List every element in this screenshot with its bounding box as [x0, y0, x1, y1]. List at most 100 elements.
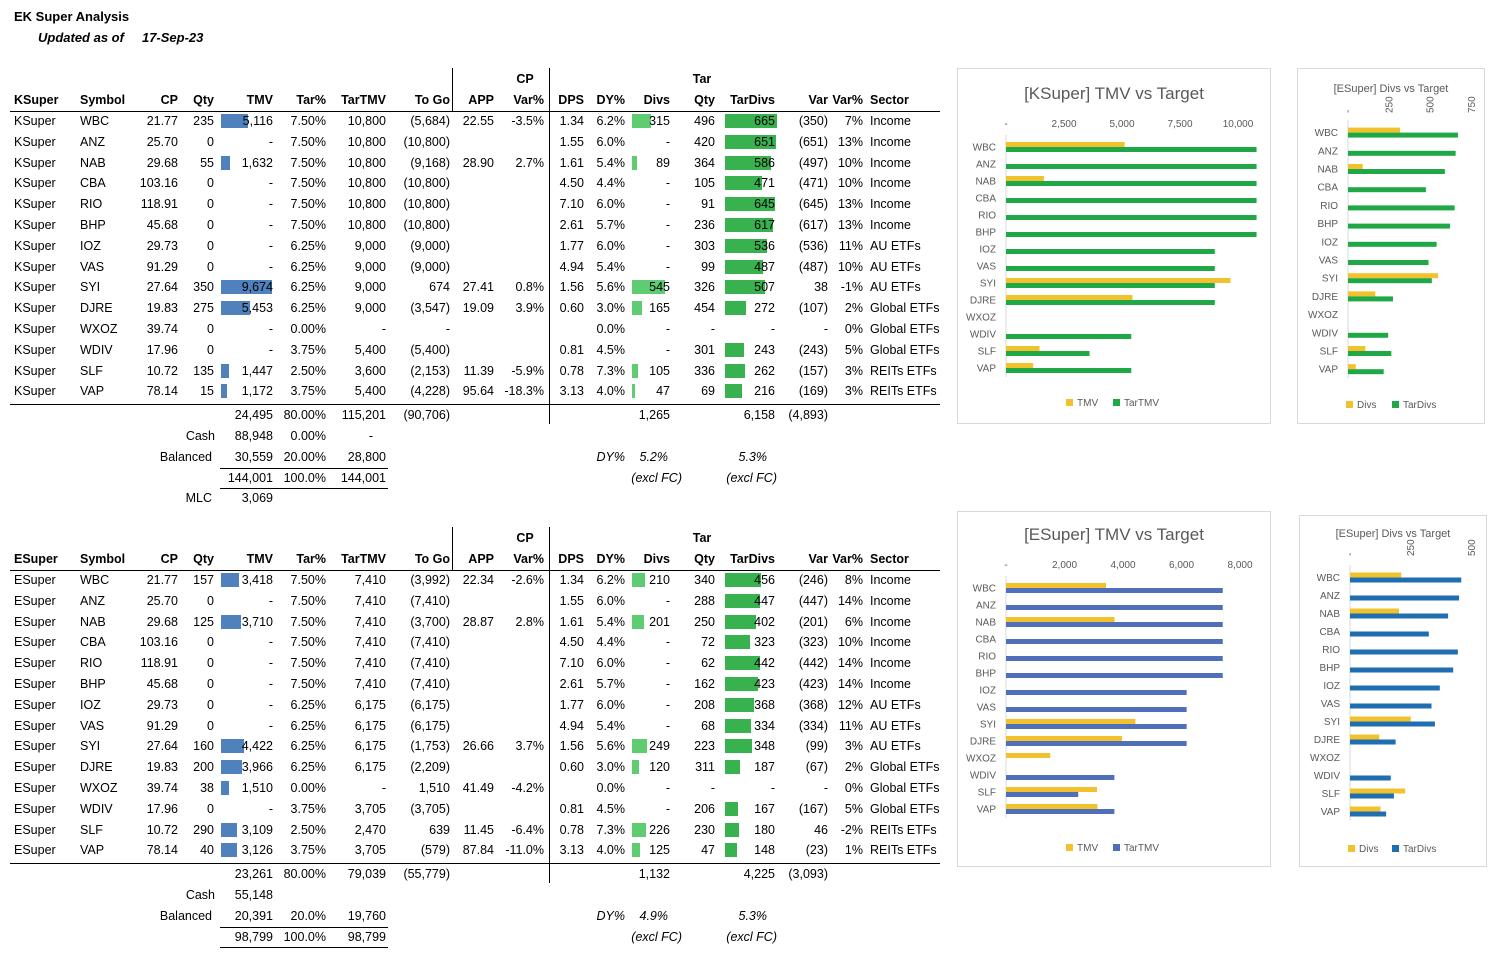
bar-tartmv-wdiv — [1006, 334, 1132, 339]
cell-tardivs: 447 — [754, 593, 775, 608]
cell-symbol: BHP — [80, 218, 106, 232]
category-label: BHP — [1317, 219, 1338, 230]
cell-cp: 91.29 — [146, 259, 178, 274]
cell-fund: ESuper — [14, 822, 56, 837]
cell-tar: 0.00% — [290, 781, 326, 795]
cell-app — [452, 633, 494, 651]
cell-tar: 7.50% — [290, 176, 326, 191]
balanced-label: Balanced — [159, 449, 212, 464]
esuper-divs-chart: [ESuper] Divs vs Target - 250 500 WBC ANZ NAB C… — [1299, 515, 1487, 867]
cell-cpvar: 3.9% — [515, 301, 545, 316]
cell-divs: - — [665, 342, 670, 357]
cell-sector: AU ETFs — [870, 259, 921, 274]
cell-divs: 105 — [649, 363, 670, 378]
cell-tardivs: 148 — [754, 843, 775, 858]
cell-cpvar — [496, 320, 544, 338]
tardivs-databar — [725, 155, 771, 170]
cell-togo: (3,992) — [410, 573, 450, 587]
grand-tmv: 144,001 — [227, 470, 273, 485]
tmv-databar — [221, 739, 244, 754]
cell-sector: Global ETFs — [870, 342, 940, 357]
category-label: WDIV — [970, 771, 996, 782]
cash-label: Cash — [185, 888, 215, 902]
cell-divs: - — [665, 218, 670, 232]
cell-app: 95.64 — [462, 384, 494, 399]
cell-qty: 0 — [207, 197, 214, 212]
cell-tarqty: 230 — [694, 822, 715, 837]
cell-fund: KSuper — [14, 280, 56, 295]
header-symbol: Symbol — [80, 93, 126, 107]
dy-target: 5.3% — [738, 908, 768, 923]
tmv-databar — [221, 114, 248, 128]
cell-tarqty: 311 — [695, 760, 715, 775]
cell-tartmv: 10,800 — [347, 134, 386, 149]
divs-databar — [632, 739, 647, 754]
cell-var: (536) — [798, 238, 828, 253]
bar-tmv-vap — [1006, 363, 1034, 368]
cell-fund: ESuper — [14, 593, 56, 608]
cell-fund: KSuper — [14, 197, 56, 212]
cell-sector: AU ETFs — [870, 697, 921, 712]
category-label: SYI — [980, 279, 996, 290]
cell-tarqty: 105 — [694, 176, 715, 191]
chart-svg: [ESuper] TMV vs Target - 2,000 4,000 6,000 8,… — [966, 525, 1253, 854]
category-label: SYI — [1322, 274, 1338, 285]
category-label: CBA — [1317, 183, 1338, 194]
cell-tar: 7.50% — [290, 573, 326, 587]
cell-fund: KSuper — [14, 218, 56, 232]
tardivs-databar — [725, 134, 776, 149]
cell-divs: - — [665, 697, 670, 712]
x-tick-label: - — [1004, 560, 1007, 571]
bar-tardivs-wbc — [1350, 577, 1462, 583]
cell-cp: 29.73 — [146, 697, 178, 712]
category-label: IOZ — [1321, 237, 1338, 248]
cell-cpvar — [496, 341, 544, 359]
cell-symbol: SLF — [80, 822, 103, 837]
category-label: WXOZ — [1310, 753, 1340, 764]
cell-symbol: WBC — [80, 114, 110, 128]
category-label: VAS — [1319, 256, 1339, 267]
cell-var: (107) — [798, 301, 828, 316]
cell-cp: 103.16 — [139, 635, 178, 650]
legend-swatch-tartmv — [1113, 399, 1120, 406]
divs-databar — [632, 280, 665, 295]
cell-dps: 0.60 — [559, 760, 584, 775]
cell-tartmv: 2,470 — [354, 822, 386, 837]
cell-dy: 5.4% — [596, 718, 626, 733]
bar-divs-djre — [1350, 734, 1380, 740]
tardivs-databar — [725, 197, 775, 212]
bar-tardivs-ioz — [1350, 685, 1440, 691]
total-tar: 80.00% — [283, 408, 326, 423]
bar-tardivs-vas — [1350, 703, 1432, 709]
cell-app — [452, 216, 494, 234]
cell-qty: 0 — [207, 218, 214, 232]
cell-dps: 0.78 — [559, 822, 584, 837]
cell-togo: 1,510 — [418, 781, 450, 795]
cell-varpct: 0% — [844, 781, 863, 795]
x-tick-label: 2,000 — [1052, 560, 1077, 571]
grand-tmv: 98,799 — [234, 929, 273, 944]
cell-tardivs: 262 — [754, 363, 775, 378]
cell-tmv: - — [268, 801, 273, 816]
cell-divs: - — [665, 197, 670, 212]
category-label: VAP — [977, 364, 997, 375]
cell-divs: - — [665, 677, 670, 691]
cell-sector: AU ETFs — [870, 718, 921, 733]
cell-dy: 6.2% — [596, 114, 626, 128]
bar-tardivs-djre — [1348, 296, 1393, 302]
cell-app: 41.49 — [462, 781, 494, 795]
legend-label-tartmv: TarTMV — [1124, 398, 1159, 409]
cell-dps: 1.55 — [559, 593, 584, 608]
balanced-label: Balanced — [159, 908, 212, 923]
bar-divs-slf — [1348, 346, 1366, 351]
cell-fund: KSuper — [14, 238, 56, 253]
cell-var: (368) — [798, 697, 828, 712]
cell-app: 22.55 — [462, 114, 494, 128]
category-label: VAS — [977, 703, 997, 714]
column-divider — [452, 527, 453, 571]
divs-databar — [632, 155, 637, 170]
header-dps: DPS — [558, 93, 584, 107]
legend-swatch-tmv — [1066, 844, 1073, 851]
category-label: ANZ — [1318, 146, 1338, 157]
bar-tartmv-vas — [1006, 266, 1215, 271]
